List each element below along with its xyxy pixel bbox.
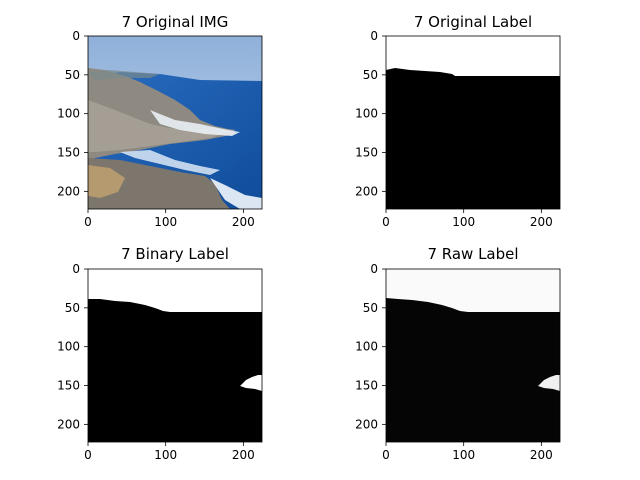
panel-title: 7 Binary Label [121,245,229,263]
y-tick-label: 0 [72,262,80,276]
x-tick-label: 0 [84,448,92,462]
y-tick-label: 0 [370,29,378,43]
x-tick-label: 0 [382,448,390,462]
x-tick-label: 200 [232,448,255,462]
panel-title: 7 Raw Label [427,245,518,263]
y-tick-label: 150 [57,379,80,393]
x-tick-label: 200 [232,215,255,229]
original-label-mask-image [386,36,560,209]
y-tick-label: 200 [57,417,80,431]
x-tick-label: 100 [452,215,475,229]
y-tick-label: 50 [363,68,378,82]
coastal-photo-image [88,36,262,209]
panel-title: 7 Original IMG [122,13,229,31]
x-tick-label: 100 [154,448,177,462]
x-tick-label: 200 [530,215,553,229]
panel-axes: 0 100 200 0 50 100 150 200 [355,29,553,229]
binary-label-mask-image [88,269,262,442]
raw-label-mask-image [386,269,560,442]
panel-original-img: 7 Original IMG [87,13,263,210]
panel-raw-label: 7 Raw Label [385,245,561,443]
y-tick-label: 50 [363,301,378,315]
y-tick-label: 100 [57,107,80,121]
axes-layer: 0 100 200 0 50 100 150 200 0 100 200 0 50 100 150 200 0 1… [57,29,553,462]
panel-axes: 0 100 200 0 50 100 150 200 [57,262,255,462]
panel-binary-label: 7 Binary Label [87,245,263,443]
y-tick-label: 200 [355,417,378,431]
panel-axes: 0 100 200 0 50 100 150 200 [355,262,553,462]
x-tick-label: 100 [452,448,475,462]
x-tick-label: 0 [84,215,92,229]
x-tick-label: 0 [382,215,390,229]
panel-original-label: 7 Original Label [385,13,561,210]
y-tick-label: 50 [65,301,80,315]
y-tick-label: 50 [65,68,80,82]
y-tick-label: 100 [355,340,378,354]
y-tick-label: 200 [355,184,378,198]
y-tick-label: 150 [355,379,378,393]
panel-axes: 0 100 200 0 50 100 150 200 [57,29,255,229]
y-tick-label: 0 [72,29,80,43]
y-tick-label: 200 [57,184,80,198]
y-tick-label: 150 [57,146,80,160]
x-tick-label: 100 [154,215,177,229]
y-tick-label: 150 [355,146,378,160]
panel-title: 7 Original Label [414,13,532,31]
y-tick-label: 0 [370,262,378,276]
y-tick-label: 100 [355,107,378,121]
y-tick-label: 100 [57,340,80,354]
x-tick-label: 200 [530,448,553,462]
